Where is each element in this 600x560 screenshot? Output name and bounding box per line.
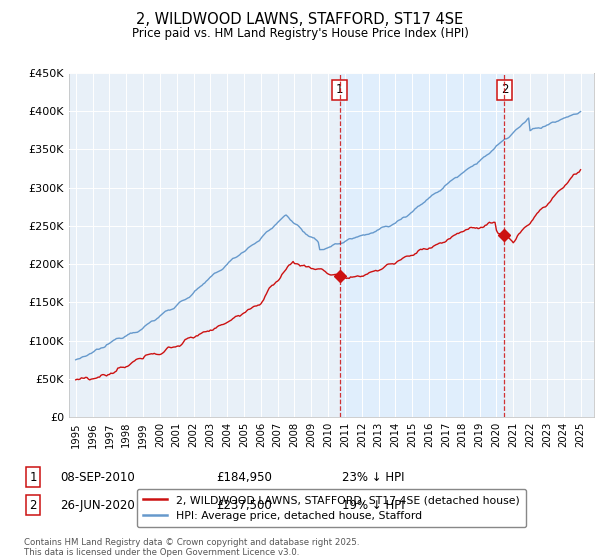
Text: 2: 2 — [501, 83, 508, 96]
Text: 19% ↓ HPI: 19% ↓ HPI — [342, 498, 404, 512]
Text: 1: 1 — [336, 83, 343, 96]
Text: £237,500: £237,500 — [216, 498, 272, 512]
Legend: 2, WILDWOOD LAWNS, STAFFORD, ST17 4SE (detached house), HPI: Average price, deta: 2, WILDWOOD LAWNS, STAFFORD, ST17 4SE (d… — [137, 489, 526, 527]
Bar — [340, 73, 505, 417]
Text: 08-SEP-2010: 08-SEP-2010 — [60, 470, 135, 484]
Text: £184,950: £184,950 — [216, 470, 272, 484]
Text: 2, WILDWOOD LAWNS, STAFFORD, ST17 4SE: 2, WILDWOOD LAWNS, STAFFORD, ST17 4SE — [136, 12, 464, 27]
Text: Price paid vs. HM Land Registry's House Price Index (HPI): Price paid vs. HM Land Registry's House … — [131, 27, 469, 40]
Text: 26-JUN-2020: 26-JUN-2020 — [60, 498, 135, 512]
Text: 23% ↓ HPI: 23% ↓ HPI — [342, 470, 404, 484]
Text: Contains HM Land Registry data © Crown copyright and database right 2025.
This d: Contains HM Land Registry data © Crown c… — [24, 538, 359, 557]
Text: 2: 2 — [29, 498, 37, 512]
Text: 1: 1 — [29, 470, 37, 484]
